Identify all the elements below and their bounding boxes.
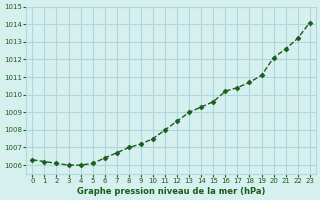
X-axis label: Graphe pression niveau de la mer (hPa): Graphe pression niveau de la mer (hPa)	[77, 187, 265, 196]
